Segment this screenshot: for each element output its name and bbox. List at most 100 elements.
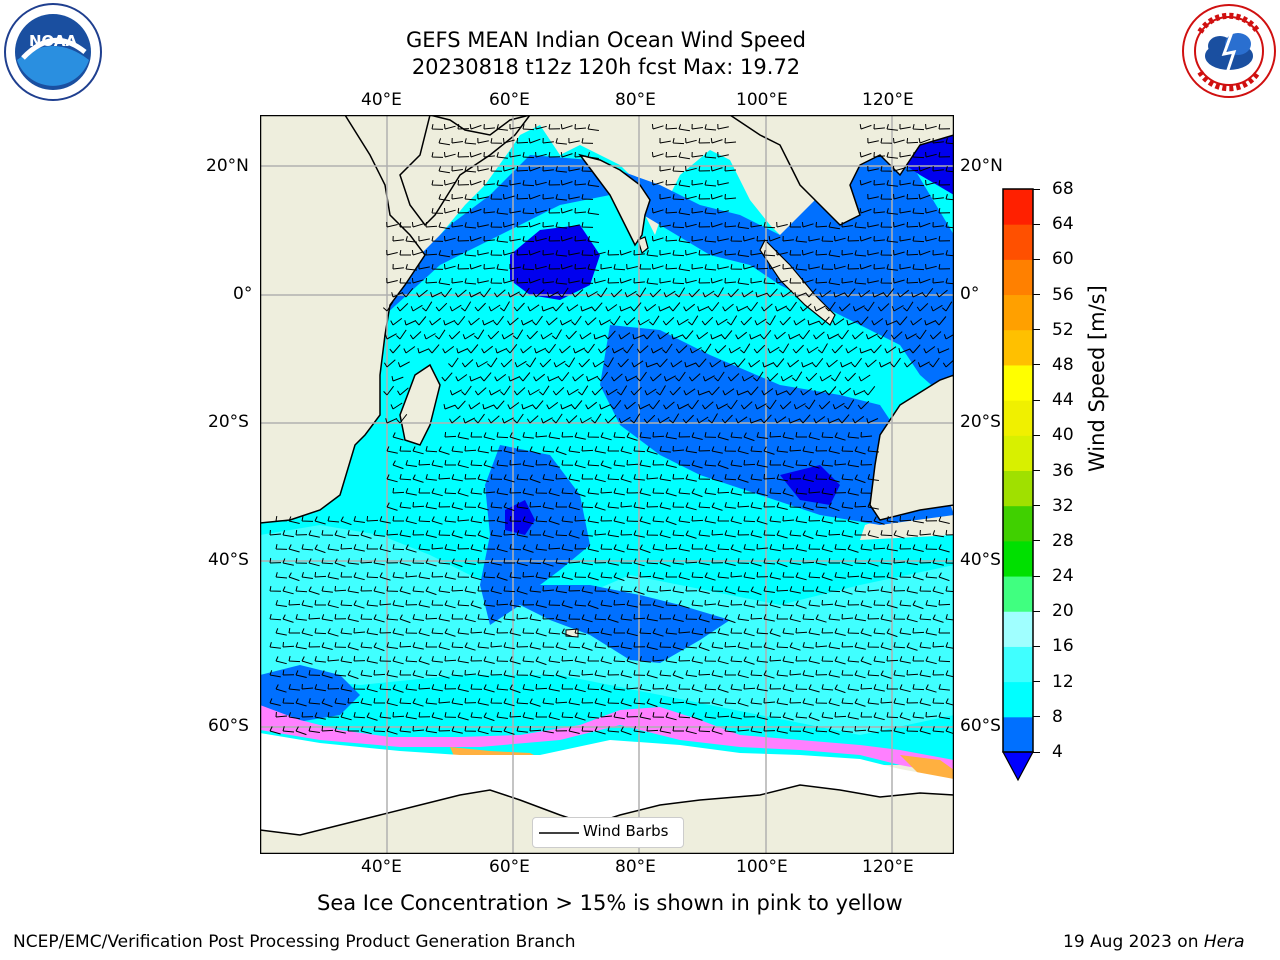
wind-barb xyxy=(945,222,954,229)
lat-tick-right-60s: 60°S xyxy=(960,716,1001,736)
wind-barb xyxy=(696,416,709,424)
wind-barb xyxy=(568,726,580,734)
wind-barb xyxy=(646,586,658,593)
wind-barb xyxy=(496,236,508,243)
wind-barb xyxy=(545,343,556,354)
wind-barb xyxy=(841,586,853,595)
wind-barb xyxy=(724,193,737,200)
wind-barb xyxy=(639,516,651,525)
wind-barb xyxy=(464,558,476,565)
wind-barb xyxy=(782,628,794,635)
wind-barb xyxy=(897,289,910,298)
lon-tick-top-60e: 60°E xyxy=(489,90,530,110)
wind-barb xyxy=(893,585,906,592)
wind-barb xyxy=(851,331,864,340)
wind-barb xyxy=(736,305,749,312)
wind-barb xyxy=(493,289,506,298)
wind-barb xyxy=(477,698,489,706)
wind-barb xyxy=(831,344,843,354)
southeast-asia-coastline xyxy=(728,115,954,226)
wind-barb xyxy=(516,277,529,284)
wind-barb xyxy=(477,613,490,621)
wind-barb xyxy=(509,459,522,466)
wind-barb xyxy=(464,194,477,201)
wind-barb xyxy=(750,586,762,596)
wind-barb xyxy=(555,642,567,651)
wind-barb xyxy=(535,683,548,690)
wind-barb xyxy=(854,557,867,565)
wind-barb xyxy=(590,413,602,424)
wind-barb xyxy=(457,179,470,186)
wind-barb xyxy=(859,208,872,214)
wind-barb xyxy=(581,445,594,452)
wind-barb xyxy=(521,319,534,326)
wind-barb xyxy=(548,600,561,606)
wind-barb xyxy=(607,446,619,452)
wind-barb xyxy=(883,288,895,298)
wind-barb xyxy=(535,515,548,523)
wind-barb xyxy=(691,460,703,469)
wind-barb xyxy=(870,344,882,354)
wind-barb xyxy=(808,571,821,579)
wind-barb xyxy=(795,544,807,552)
wind-barb xyxy=(859,180,872,186)
wind-barb xyxy=(529,446,541,455)
wind-barb xyxy=(418,712,431,718)
wind-barb xyxy=(522,123,535,131)
wind-barb xyxy=(724,446,737,452)
wind-barb xyxy=(632,333,645,340)
wind-barb xyxy=(431,543,444,550)
wind-barb xyxy=(581,698,594,704)
wind-barb xyxy=(548,432,560,440)
wind-barb xyxy=(669,386,681,396)
wind-barb xyxy=(724,473,737,481)
colorbar-band xyxy=(1003,224,1033,260)
wind-barb xyxy=(405,516,417,525)
wind-barb xyxy=(551,329,562,340)
wind-barb xyxy=(873,123,885,130)
wind-barb xyxy=(399,473,412,481)
wind-barb xyxy=(877,303,890,312)
wind-barb xyxy=(275,628,287,636)
wind-barb xyxy=(535,235,547,242)
wind-barb xyxy=(847,235,860,242)
wind-barb xyxy=(782,543,795,550)
wind-barb xyxy=(594,277,606,284)
wind-barb xyxy=(873,543,886,550)
wind-barb xyxy=(561,487,574,495)
wind-barb xyxy=(925,516,938,522)
wind-barb xyxy=(872,292,885,298)
wind-barb xyxy=(827,333,840,340)
wind-barb xyxy=(449,389,462,396)
wind-barb xyxy=(932,586,944,595)
wind-barb xyxy=(659,446,671,453)
wind-barb xyxy=(340,543,353,550)
wind-barb xyxy=(600,711,613,718)
wind-barb xyxy=(496,264,508,271)
wind-barb xyxy=(597,345,610,354)
wind-barb xyxy=(815,586,827,595)
wind-barb xyxy=(782,572,795,578)
wind-barb xyxy=(581,726,594,732)
wind-barb xyxy=(651,123,664,130)
wind-barb xyxy=(821,236,834,242)
wind-barb xyxy=(477,165,489,172)
wind-barb xyxy=(558,287,569,298)
wind-barb xyxy=(385,417,398,424)
wind-barb xyxy=(623,317,636,326)
wind-barb xyxy=(727,399,738,410)
wind-barb xyxy=(828,585,841,593)
wind-barb xyxy=(678,627,691,634)
wind-barb xyxy=(490,669,503,676)
wind-barb xyxy=(704,152,717,159)
wind-barb xyxy=(802,557,815,564)
wind-barb xyxy=(574,684,586,693)
wind-barb xyxy=(470,459,483,467)
wind-barb xyxy=(542,613,555,620)
footer-date-host: 19 Aug 2023 on Hera xyxy=(1063,932,1245,952)
wind-barb xyxy=(916,329,927,340)
wind-barb xyxy=(817,343,828,354)
wind-barb xyxy=(516,502,528,509)
wind-barb xyxy=(880,614,892,622)
wind-barb xyxy=(535,656,547,666)
